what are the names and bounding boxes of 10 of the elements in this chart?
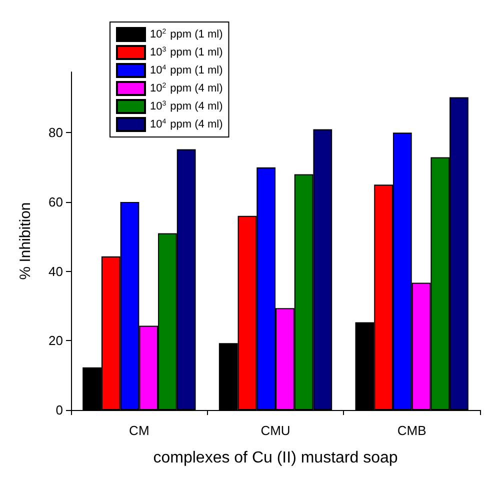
x-tick-label: CM (129, 423, 150, 438)
y-tick-label: 40 (48, 264, 63, 279)
y-tick-label: 20 (48, 333, 63, 348)
x-tick-label: CMB (397, 423, 426, 438)
x-axis-title: complexes of Cu (II) mustard soap (153, 450, 398, 466)
x-tick-label: CMU (260, 423, 290, 438)
y-tick-label: 0 (56, 402, 63, 418)
y-tick-label: 60 (48, 194, 63, 210)
y-axis-title: % Inhibition (17, 202, 34, 280)
y-tick-label: 80 (48, 125, 63, 140)
